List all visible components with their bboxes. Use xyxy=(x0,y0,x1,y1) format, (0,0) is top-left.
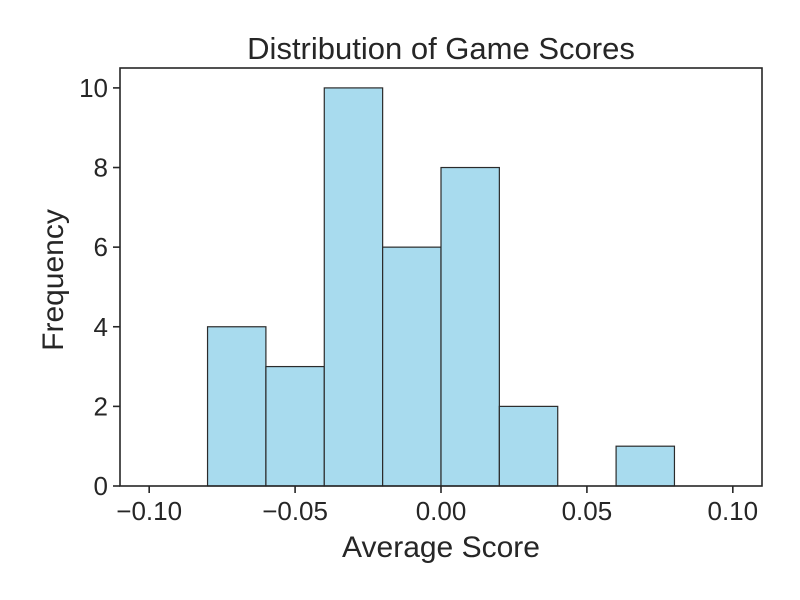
plot-frame xyxy=(119,67,763,487)
histogram-bar xyxy=(440,166,500,487)
y-tick-label: 0 xyxy=(94,471,108,501)
histogram-bar xyxy=(206,326,267,487)
histogram-bar xyxy=(615,445,676,487)
bars-group xyxy=(206,87,676,487)
x-tick-label: 0.10 xyxy=(708,496,759,526)
chart-title: Distribution of Game Scores xyxy=(247,31,635,66)
x-tick-label: 0.05 xyxy=(562,496,613,526)
y-axis-label: Frequency xyxy=(37,209,70,351)
histogram-bar xyxy=(382,246,442,487)
y-tick-label: 8 xyxy=(94,153,108,183)
histogram-bar xyxy=(265,365,325,487)
y-tick-label: 2 xyxy=(94,391,108,421)
y-tick-label: 6 xyxy=(94,232,108,262)
y-ticks-group: 0 2 4 6 8 10 xyxy=(79,73,120,501)
histogram-bar xyxy=(498,405,559,487)
x-axis-label: Average Score xyxy=(342,531,540,564)
histogram-bar xyxy=(323,87,384,487)
x-tick-label: 0.00 xyxy=(416,496,467,526)
x-tick-label: −0.05 xyxy=(262,496,328,526)
y-tick-label: 10 xyxy=(79,73,108,103)
y-tick-label: 4 xyxy=(94,312,108,342)
x-ticks-group: −0.10 −0.05 0.00 0.05 0.10 xyxy=(116,486,758,526)
x-tick-label: −0.10 xyxy=(116,496,182,526)
